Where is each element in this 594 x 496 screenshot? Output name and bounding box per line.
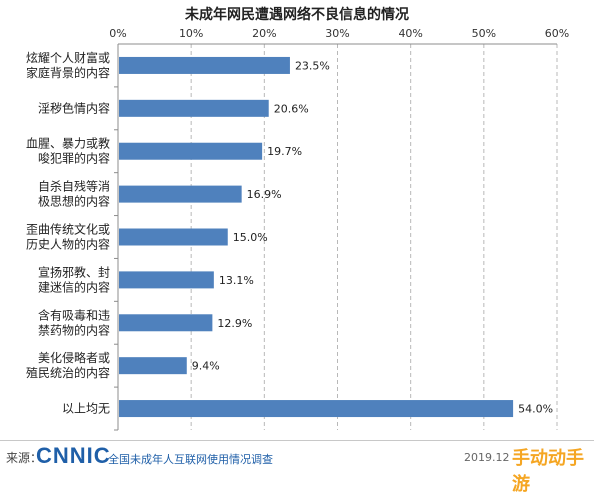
data-label: 54.0% xyxy=(518,403,553,416)
data-label: 16.9% xyxy=(247,188,282,201)
category-label: 自杀自残等消 xyxy=(38,179,110,194)
data-label: 15.0% xyxy=(233,231,268,244)
bar xyxy=(119,400,514,418)
data-label: 20.6% xyxy=(274,102,309,115)
bar xyxy=(119,314,213,332)
x-tick-label: 60% xyxy=(545,27,569,40)
bar xyxy=(119,228,228,246)
data-label: 12.9% xyxy=(217,317,252,330)
category-label: 美化侵略者或 xyxy=(38,350,110,365)
category-label: 淫秽色情内容 xyxy=(38,100,110,115)
category-label: 极思想的内容 xyxy=(38,194,110,209)
category-label: 宣扬邪教、封 xyxy=(38,264,110,279)
category-label: 家庭背景的内容 xyxy=(26,65,110,80)
footer-divider xyxy=(0,440,594,441)
x-tick-label: 20% xyxy=(252,27,276,40)
bar xyxy=(119,357,187,375)
bar xyxy=(119,99,269,117)
category-label: 含有吸毒和违 xyxy=(38,307,110,322)
bar-chart: 未成年网民遭遇网络不良信息的情况 0% 10% 20% 30% 40% 50% 60% 23.5… xyxy=(26,6,569,431)
footer xyxy=(0,440,594,470)
data-label: 9.4% xyxy=(192,360,220,373)
chart-title: 未成年网民遭遇网络不良信息的情况 xyxy=(185,6,409,23)
category-label: 唆犯罪的内容 xyxy=(38,151,110,166)
category-label: 炫耀个人财富或 xyxy=(26,50,110,65)
x-tick-label: 30% xyxy=(325,27,349,40)
data-label: 13.1% xyxy=(219,274,254,287)
x-tick-label: 40% xyxy=(398,27,422,40)
category-label: 建迷信的内容 xyxy=(38,279,110,294)
watermark-logo: 手动动手游 xyxy=(512,448,584,495)
bar xyxy=(119,185,242,203)
report-date: 2019.12 xyxy=(464,451,510,464)
category-label: 禁药物的内容 xyxy=(38,322,110,337)
category-label: 以上均无 xyxy=(62,402,110,416)
x-tick-label: 10% xyxy=(179,27,203,40)
data-label: 19.7% xyxy=(267,145,302,158)
x-tick-label: 0% xyxy=(109,27,126,40)
data-label: 23.5% xyxy=(295,59,330,72)
bar xyxy=(119,142,263,160)
bar xyxy=(119,56,290,74)
bar xyxy=(119,271,214,289)
category-label: 歪曲传统文化或 xyxy=(26,222,110,237)
chart-stage: 未成年网民遭遇网络不良信息的情况 0% 10% 20% 30% 40% 50% 60% 23.5… xyxy=(0,6,594,495)
category-label: 血腥、暴力或教 xyxy=(26,136,110,151)
x-tick-label: 50% xyxy=(472,27,496,40)
report-title: 全国未成年人互联网使用情况调查 xyxy=(108,453,273,466)
category-label: 殖民统治的内容 xyxy=(26,365,110,380)
source-label: 来源： xyxy=(6,451,43,465)
cnnic-logo: CNNIC xyxy=(36,443,111,468)
category-label: 历史人物的内容 xyxy=(26,237,110,252)
